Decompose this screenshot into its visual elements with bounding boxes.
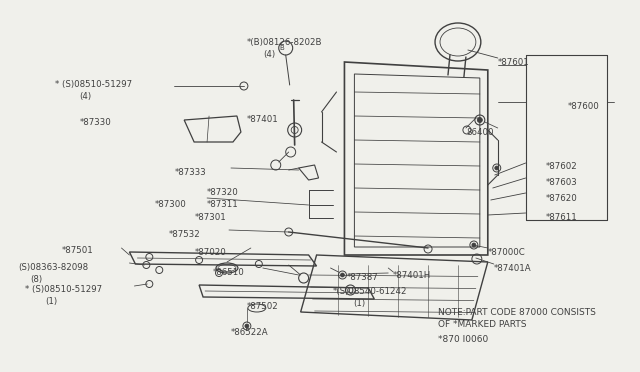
Text: *87311: *87311 xyxy=(207,200,239,209)
Text: *87601: *87601 xyxy=(498,58,529,67)
Text: *87300: *87300 xyxy=(154,200,186,209)
Text: *86522A: *86522A xyxy=(231,328,269,337)
Text: *87333: *87333 xyxy=(175,168,207,177)
Text: *87620: *87620 xyxy=(545,194,577,203)
Text: 86400: 86400 xyxy=(466,128,493,137)
Text: OF *MARKED PARTS: OF *MARKED PARTS xyxy=(438,320,527,329)
Text: (8): (8) xyxy=(30,275,42,284)
Circle shape xyxy=(472,243,476,247)
Text: *87502: *87502 xyxy=(247,302,278,311)
Text: *87602: *87602 xyxy=(545,162,577,171)
Text: (1): (1) xyxy=(353,299,365,308)
Text: (S)08363-82098: (S)08363-82098 xyxy=(18,263,88,272)
Text: *(S)08540-61242: *(S)08540-61242 xyxy=(333,287,407,296)
Text: *(B)08126-8202B: *(B)08126-8202B xyxy=(247,38,323,47)
Text: *87401A: *87401A xyxy=(494,264,531,273)
Circle shape xyxy=(495,166,499,170)
Circle shape xyxy=(340,273,344,277)
Text: (4): (4) xyxy=(263,50,275,59)
Text: *87603: *87603 xyxy=(545,178,577,187)
Circle shape xyxy=(245,324,249,328)
Text: *87330: *87330 xyxy=(79,118,111,127)
Text: * (S)08510-51297: * (S)08510-51297 xyxy=(55,80,132,89)
Text: *87320: *87320 xyxy=(207,188,239,197)
Circle shape xyxy=(477,118,483,122)
Text: *86510: *86510 xyxy=(213,268,244,277)
Text: *87611: *87611 xyxy=(545,213,577,222)
Text: * (S)08510-51297: * (S)08510-51297 xyxy=(25,285,102,294)
Text: *87532: *87532 xyxy=(169,230,201,239)
Text: (4): (4) xyxy=(79,92,92,101)
Text: *87387: *87387 xyxy=(346,273,378,282)
Text: *87501: *87501 xyxy=(61,246,93,255)
Text: *87600: *87600 xyxy=(568,102,599,111)
Text: (1): (1) xyxy=(45,297,57,306)
Text: *870 l0060: *870 l0060 xyxy=(438,335,488,344)
Text: NOTE:PART CODE 87000 CONSISTS: NOTE:PART CODE 87000 CONSISTS xyxy=(438,308,596,317)
Text: B: B xyxy=(279,45,284,51)
Text: *87000C: *87000C xyxy=(488,248,525,257)
Text: *87020: *87020 xyxy=(195,248,227,257)
Text: *87301: *87301 xyxy=(195,213,227,222)
Text: *87401H: *87401H xyxy=(393,271,431,280)
Text: *87401: *87401 xyxy=(247,115,278,124)
